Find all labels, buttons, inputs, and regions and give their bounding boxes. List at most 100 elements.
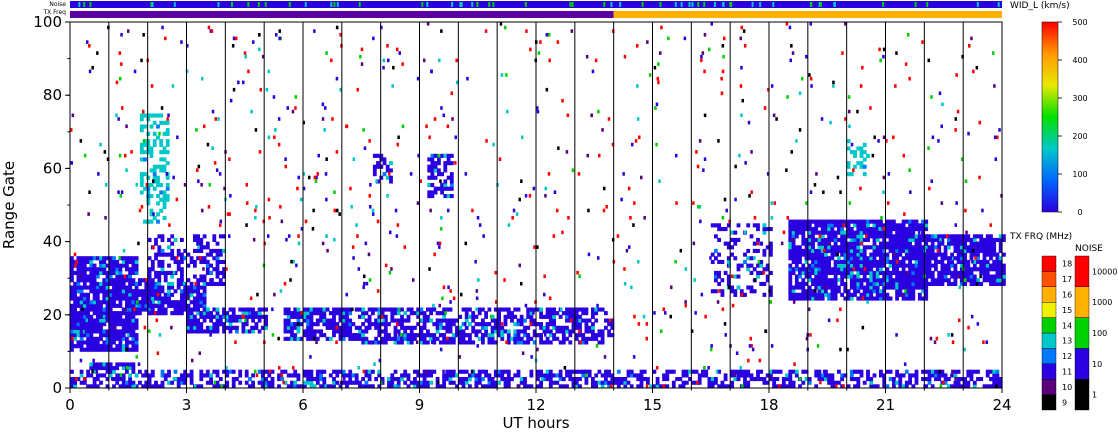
echo-cell [86, 344, 90, 349]
echo-cell [989, 281, 993, 286]
scatter-cell [356, 234, 359, 238]
echo-cell [989, 278, 993, 283]
echo-cell [458, 369, 463, 374]
echo-cell [804, 227, 809, 232]
echo-cell [125, 340, 129, 345]
echo-cell [516, 307, 521, 312]
echo-cell [438, 322, 443, 327]
echo-cell [600, 384, 605, 389]
echo-cell [358, 384, 362, 389]
echo-cell [474, 380, 479, 385]
echo-cell [400, 318, 404, 323]
scatter-cell [220, 384, 223, 388]
scatter-cell [842, 223, 845, 227]
echo-cell [927, 259, 932, 264]
echo-cell [636, 384, 641, 389]
echo-cell [736, 223, 741, 228]
echo-cell [152, 175, 157, 180]
scatter-cell [137, 362, 141, 366]
echo-cell [859, 252, 864, 257]
echo-cell [128, 292, 132, 297]
echo-cell [396, 340, 401, 345]
scatter-cell [335, 150, 339, 154]
echo-cell [82, 256, 87, 261]
echo-cell [840, 223, 844, 228]
scatter-cell [520, 281, 523, 286]
echo-cell [152, 142, 157, 147]
echo-cell [882, 259, 887, 264]
echo-cell [921, 237, 925, 242]
echo-cell [794, 234, 799, 239]
echo-cell [636, 373, 641, 378]
noise-mark [722, 2, 725, 7]
scatter-cell [695, 150, 698, 154]
echo-cell [157, 384, 162, 389]
echo-cell [917, 241, 922, 246]
scatter-cell [697, 205, 700, 209]
echo-cell [875, 230, 880, 235]
echo-cell [209, 380, 213, 385]
echo-cell [846, 172, 851, 177]
scatter-cell [133, 307, 136, 312]
echo-cell [943, 234, 948, 239]
echo-cell [180, 311, 184, 316]
echo-cell [280, 369, 285, 374]
echo-cell [196, 384, 200, 389]
echo-cell [875, 237, 880, 242]
echo-cell [811, 245, 815, 250]
echo-cell [335, 322, 340, 327]
echo-cell [853, 252, 857, 257]
echo-cell [361, 333, 366, 338]
scatter-cell [125, 124, 128, 129]
echo-cell [86, 285, 90, 290]
echo-cell [888, 296, 893, 301]
echo-cell [108, 274, 113, 279]
echo-cell [879, 223, 883, 228]
echo-cell [730, 252, 734, 257]
echo-cell [510, 377, 514, 382]
scatter-cell [357, 267, 361, 271]
echo-cell [875, 267, 880, 272]
echo-cell [264, 314, 268, 319]
echo-cell [396, 311, 401, 316]
scatter-cell [543, 274, 546, 279]
echo-cell [888, 245, 893, 250]
echo-cell [762, 380, 767, 385]
scatter-cell [597, 256, 600, 260]
noise-mark [151, 2, 154, 7]
echo-cell [950, 252, 954, 257]
echo-cell [146, 194, 151, 199]
scatter-cell [451, 117, 454, 121]
scatter-cell [200, 183, 203, 187]
echo-cell [341, 333, 346, 338]
echo-cell [548, 377, 553, 382]
echo-cell [125, 303, 129, 308]
echo-cell [128, 281, 133, 286]
echo-cell [108, 318, 113, 323]
echo-cell [209, 311, 213, 316]
echo-cell [176, 384, 181, 389]
scatter-cell [768, 377, 771, 381]
scatter-cell [167, 113, 170, 118]
echo-cell [335, 380, 340, 385]
echo-cell [196, 296, 200, 301]
echo-cell [597, 307, 602, 312]
scatter-cell [360, 47, 364, 52]
echo-cell [341, 325, 346, 330]
echo-cell [882, 292, 887, 297]
echo-cell [196, 329, 200, 334]
echo-cell [529, 307, 534, 312]
echo-cell [468, 314, 472, 319]
echo-cell [956, 369, 961, 374]
scatter-cell [321, 117, 325, 121]
echo-cell [70, 263, 74, 268]
scatter-cell [142, 109, 145, 114]
echo-cell [416, 384, 421, 389]
scatter-cell [750, 190, 753, 194]
noise-mark [914, 2, 917, 7]
echo-cell [173, 256, 178, 261]
echo-cell [105, 366, 110, 371]
echo-cell [432, 322, 437, 327]
echo-cell [222, 329, 226, 334]
echo-cell [914, 263, 919, 268]
